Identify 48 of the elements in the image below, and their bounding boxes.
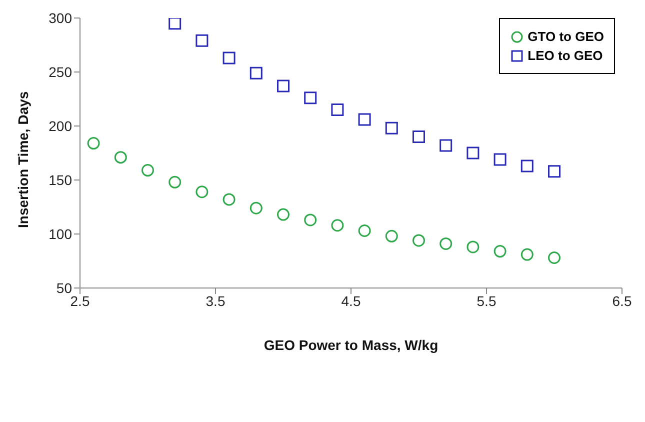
point <box>440 237 452 250</box>
point <box>142 164 154 177</box>
y-tick-label: 50 <box>56 280 72 296</box>
x-tick-label: 3.5 <box>206 292 226 309</box>
legend-label: GTO to GEO <box>528 29 604 44</box>
y-axis-title: Insertion Time, Days <box>14 91 31 228</box>
point <box>114 151 127 164</box>
point <box>222 193 236 206</box>
y-tick-label: 300 <box>48 10 72 26</box>
y-tick-label: 200 <box>48 118 72 134</box>
point <box>358 113 371 126</box>
point <box>304 92 317 104</box>
x-tick-label: 5.5 <box>476 292 496 309</box>
y-tick-label: 250 <box>48 64 72 80</box>
point <box>331 219 344 232</box>
point <box>494 153 506 166</box>
point <box>87 137 100 150</box>
point <box>412 130 425 144</box>
point <box>222 52 236 64</box>
legend-label: LEO to GEO <box>528 48 603 63</box>
point <box>250 202 262 214</box>
point <box>277 208 290 221</box>
y-tick-label: 100 <box>48 226 72 242</box>
point <box>412 234 425 247</box>
point <box>520 248 534 261</box>
point <box>548 165 560 178</box>
point <box>168 176 182 188</box>
x-tick-label: 6.5 <box>612 292 632 309</box>
point <box>358 224 371 238</box>
point <box>196 186 208 198</box>
point <box>466 240 480 254</box>
point <box>385 230 398 242</box>
point <box>440 139 452 152</box>
point <box>304 214 317 226</box>
point <box>548 252 560 264</box>
point <box>494 245 506 258</box>
x-tick-label: 4.5 <box>341 292 361 309</box>
point <box>466 146 480 160</box>
point <box>250 66 262 80</box>
y-tick-label: 150 <box>48 172 72 188</box>
point <box>196 34 208 47</box>
point <box>168 18 182 30</box>
x-tick-label: 2.5 <box>70 292 90 309</box>
point <box>385 122 398 134</box>
x-axis-title: GEO Power to Mass, W/kg <box>264 337 438 353</box>
point <box>331 104 344 116</box>
point <box>277 80 290 92</box>
point <box>520 160 534 172</box>
